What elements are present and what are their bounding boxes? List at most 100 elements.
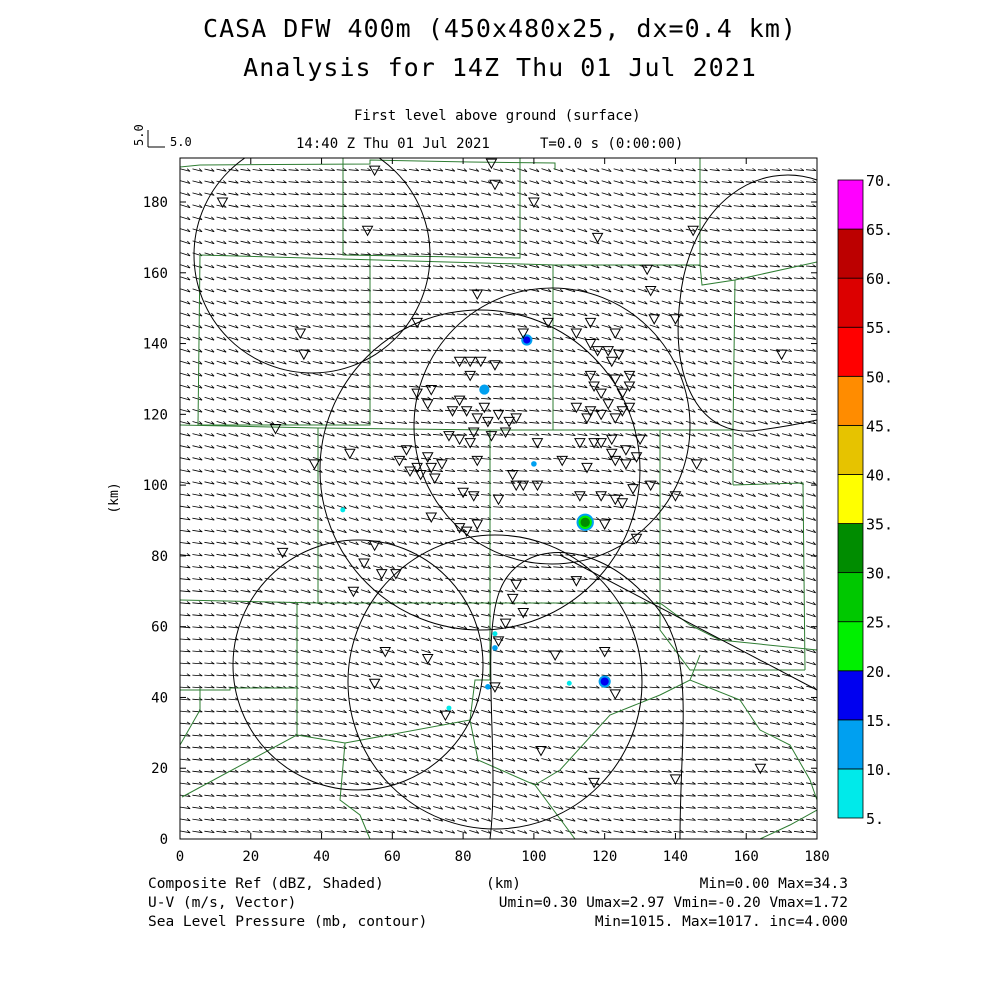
station-marker [344,448,356,460]
county-boundary [534,679,817,801]
radar-echo-core [485,684,491,690]
radar-echo [531,461,537,467]
station-marker [591,232,604,244]
station-marker [471,289,484,301]
county-boundary [659,603,805,671]
station-marker [411,388,423,400]
station-marker [620,445,632,456]
station-marker [464,438,477,449]
station-marker [436,459,448,470]
station-marker [294,328,307,339]
station-marker [595,388,607,400]
radar-echo [492,645,498,651]
station-marker [602,346,615,357]
colorbar-swatch [837,375,864,426]
county-boundary [180,599,817,651]
station-marker [358,558,370,569]
radar-echo-core [340,507,346,513]
station-marker [602,399,615,410]
station-marker [425,462,438,474]
station-marker [411,462,423,474]
station-marker [605,434,618,446]
footer-stats-wind: Umin=0.30 Umax=2.97 Vmin=-0.20 Vmax=1.72 [498,895,848,911]
x-tick-label: 100 [521,849,546,865]
station-marker [598,646,611,658]
colorbar-label: 25. [866,614,893,632]
vector-scale-legend: 5.0 5.0 [132,124,192,149]
colorbar-swatch [837,474,864,524]
station-marker [216,197,229,209]
county-boundary [342,158,521,259]
station-marker [499,427,512,439]
station-marker [556,455,569,467]
footer-stats-reflectivity: Min=0.00 Max=34.3 [699,876,848,892]
station-marker [510,579,523,591]
station-marker [584,339,597,350]
level-label: First level above ground (surface) [354,108,641,124]
station-marker [609,328,622,339]
station-marker [588,438,600,449]
county-boundary [180,424,734,485]
y-tick-label: 60 [151,620,168,636]
station-marker [627,484,639,495]
station-marker [478,402,491,414]
range-ring-contour [319,309,641,631]
station-marker [588,381,600,393]
station-marker [471,455,484,467]
station-marker [393,455,406,467]
station-marker [453,356,466,368]
station-marker [425,512,438,523]
station-marker [453,395,466,407]
wind-vector-field [180,168,817,834]
station-marker [390,569,402,580]
station-marker [489,682,501,693]
radar-echo [485,684,491,690]
station-marker [605,356,618,368]
station-marker [499,618,512,630]
station-marker [598,519,611,531]
station-marker [609,413,622,424]
colorbar-swatch [837,179,864,230]
station-marker [492,636,505,647]
station-marker [591,346,604,357]
vector-scale-v-label: 5.0 [132,124,146,146]
valid-time-label: 14:40 Z Thu 01 Jul 2021 [296,136,490,152]
station-marker [623,381,636,393]
station-marker [535,746,547,757]
station-marker [361,225,374,237]
y-tick-label: 40 [151,690,168,706]
station-marker [623,370,636,382]
radar-echo [598,675,611,688]
station-marker [574,438,586,449]
colorbar-label: 70. [866,172,893,190]
station-marker [375,569,388,580]
colorbar-swatch [837,621,864,672]
colorbar-label: 20. [866,663,893,681]
station-marker [595,409,607,421]
station-marker [690,459,703,470]
radar-echo-core [481,386,488,393]
station-marker [609,455,622,467]
station-marker [669,491,682,502]
county-boundary [180,159,556,170]
colorbar-label: 55. [866,319,893,337]
station-marker [570,402,583,414]
plot-frame [179,157,818,840]
radar-echo [340,507,346,513]
station-marker [379,646,392,658]
station-marker [471,519,484,531]
county-boundary [180,603,298,691]
colorbar-swatch [837,326,864,377]
range-ring-contour [193,158,431,374]
y-tick-label: 20 [151,761,168,777]
station-marker [570,328,583,339]
radar-echo-core [446,705,452,711]
station-marker [308,459,321,470]
colorbar-label: 10. [866,761,893,779]
station-marker [506,593,519,605]
station-marker [368,540,381,552]
station-marker [644,285,657,297]
x-tick-label: 40 [313,849,330,865]
station-marker [503,416,515,428]
station-marker [298,349,310,361]
